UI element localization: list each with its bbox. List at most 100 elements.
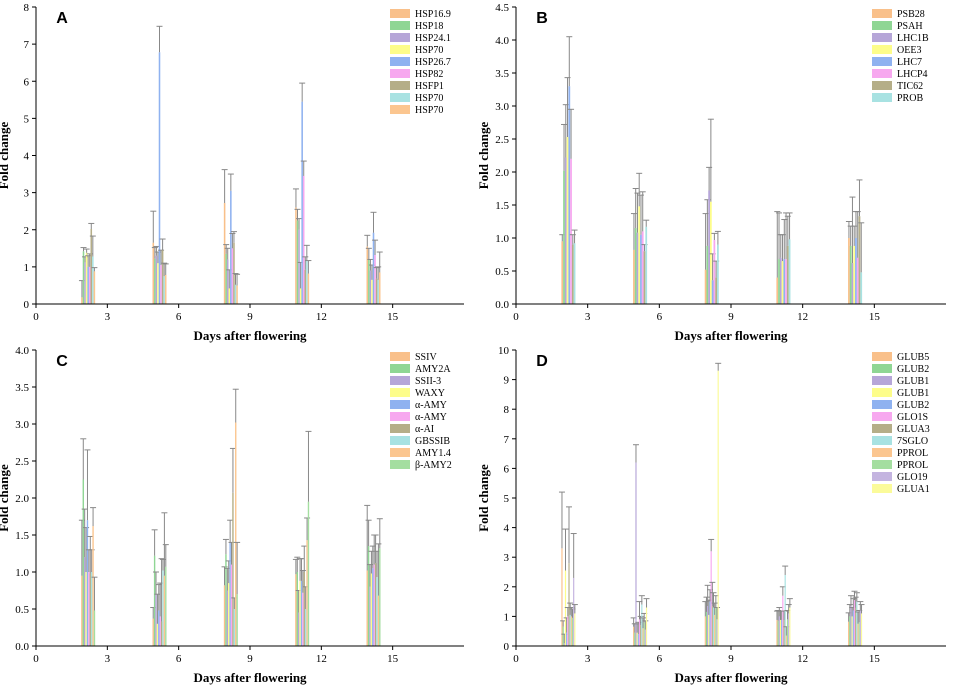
bar-d-s6-c4 <box>855 607 857 646</box>
bar-a-s4-c0 <box>87 266 89 305</box>
bar-a-s4-c1 <box>158 52 161 304</box>
legend-swatch <box>390 57 410 66</box>
bar-c-s6-c1 <box>160 621 163 646</box>
legend-label: GLUA1 <box>897 484 930 495</box>
y-tick-label: 0 <box>504 641 510 653</box>
legend-swatch <box>872 33 892 42</box>
bar-d-s7-c1 <box>641 604 643 646</box>
bar-c-s4-c2 <box>229 542 231 646</box>
legend-swatch <box>390 45 410 54</box>
y-tick-label: 4.0 <box>15 345 29 357</box>
bar-c-s7-c3 <box>304 609 307 646</box>
bar-b-s3-c3 <box>781 261 784 304</box>
bar-b-s2-c0 <box>564 157 567 304</box>
y-tick-label: 1.5 <box>15 530 29 542</box>
bar-d-s4-c4 <box>852 610 854 646</box>
bar-b-s6-c4 <box>858 216 861 304</box>
bar-a-s8-c3 <box>307 273 310 304</box>
bar-c-s4-c4 <box>372 568 374 646</box>
legend-swatch <box>390 388 410 397</box>
x-tick-label: 6 <box>176 311 182 323</box>
bar-b-s2-c2 <box>708 190 710 304</box>
legend-swatch <box>390 21 410 30</box>
bar-c-s8-c1 <box>163 575 166 646</box>
legend-label: SSIV <box>415 352 437 363</box>
bar-d-s10-c0 <box>573 577 575 646</box>
legend-swatch <box>390 448 410 457</box>
bar-a-s7-c4 <box>377 279 379 304</box>
y-tick-label: 2.0 <box>495 167 509 179</box>
y-tick-label: 3.0 <box>15 419 29 431</box>
bar-c-s5-c1 <box>159 616 161 646</box>
panel-b: 0.0 0.5 1.0 1.5 2.0 2.5 3.0 3.5 4.0 4.5 0 3 6 9 12 15 Da… <box>476 2 946 343</box>
x-tick-label: 0 <box>33 311 39 323</box>
y-tick-label: 4 <box>24 151 30 163</box>
bar-d-s0-c3 <box>776 619 778 646</box>
y-tick-label: 8 <box>24 2 30 14</box>
bar-d-s9-c3 <box>786 619 789 646</box>
bar-d-s2-c1 <box>635 462 637 646</box>
legend-swatch <box>872 81 892 90</box>
legend-label: PSB28 <box>897 9 925 20</box>
bar-c-s2-c3 <box>297 612 300 646</box>
y-axis-title: Fold change <box>476 464 491 532</box>
y-tick-label: 2 <box>24 225 30 237</box>
x-tick-label: 0 <box>33 653 39 665</box>
y-tick-label: 3 <box>504 552 510 564</box>
bar-b-s2-c3 <box>779 257 782 304</box>
y-axis-title: Fold change <box>476 122 491 190</box>
legend-swatch <box>872 45 892 54</box>
bar-c-s3-c1 <box>156 623 159 646</box>
bar-d-s1-c2 <box>705 611 708 646</box>
bar-d-s7-c2 <box>712 607 715 646</box>
bar-b-s7-c2 <box>717 244 719 304</box>
bar-c-s3-c0 <box>85 572 87 646</box>
bar-b-s6-c1 <box>643 251 646 304</box>
bar-c-s1-c1 <box>153 555 156 646</box>
bar-b-s4-c2 <box>711 280 714 304</box>
legend-label: GLUB1 <box>897 376 929 387</box>
bar-d-s6-c1 <box>640 625 642 646</box>
bar-d-s0-c0 <box>561 548 563 646</box>
bar-a-s5-c2 <box>231 248 234 304</box>
y-tick-label: 5 <box>504 493 510 505</box>
bar-a-s4-c2 <box>230 190 232 304</box>
legend-label: PSAH <box>897 21 923 32</box>
bar-c-s7-c1 <box>162 570 164 646</box>
bar-c-s7-c0 <box>90 572 93 646</box>
bar-c-s2-c1 <box>155 594 157 646</box>
legend-swatch <box>872 412 892 421</box>
y-tick-label: 0.0 <box>15 641 29 653</box>
legend-label: 7SGLO <box>897 436 928 447</box>
legend-label: α-AMY <box>415 412 447 423</box>
y-tick-label: 4.0 <box>495 35 509 47</box>
legend-label: AMY1.4 <box>415 448 451 459</box>
bar-a-s1-c3 <box>296 220 299 304</box>
bar-a-s2-c3 <box>298 229 300 304</box>
legend-swatch <box>872 472 892 481</box>
legend-label: HSP18 <box>415 21 443 32</box>
bar-d-s2-c4 <box>850 606 852 646</box>
bar-a-s0-c0 <box>81 297 83 304</box>
legend-label: GLUB1 <box>897 388 929 399</box>
legend-swatch <box>872 400 892 409</box>
bar-d-s11-c4 <box>860 613 863 646</box>
bar-a-s5-c1 <box>160 265 162 304</box>
bar-b-s3-c1 <box>638 206 641 304</box>
bar-d-s8-c0 <box>570 616 572 646</box>
bar-c-s1-c2 <box>225 554 227 646</box>
bar-c-s6-c3 <box>303 572 305 646</box>
legend-swatch <box>390 352 410 361</box>
legend-label: HSFP1 <box>415 81 444 92</box>
x-tick-label: 3 <box>585 653 591 665</box>
legend-label: GBSSIB <box>415 436 450 447</box>
bar-d-s2-c2 <box>707 606 709 646</box>
bar-b-s4-c1 <box>640 234 642 304</box>
bar-c-s5-c3 <box>302 592 304 646</box>
bar-a-s3-c4 <box>371 279 373 304</box>
bar-b-s1-c0 <box>563 170 565 304</box>
bar-b-s0-c4 <box>848 238 850 304</box>
